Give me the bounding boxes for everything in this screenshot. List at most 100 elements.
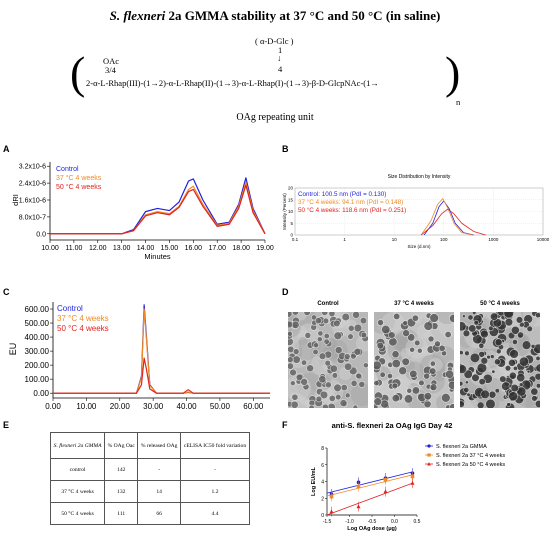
em-vesicle	[423, 400, 432, 408]
em-vesicle	[509, 349, 519, 359]
c-series-line	[53, 357, 270, 394]
branch-num1: 1	[278, 45, 283, 55]
f-ytick-label: 4	[321, 480, 324, 486]
em-vesicle	[438, 344, 446, 352]
em-vesicle	[327, 402, 336, 408]
em-vesicle	[406, 387, 413, 394]
c-xtick-label: 0.00	[45, 402, 61, 410]
em-vesicle	[323, 333, 330, 340]
b-ytick-label: 0	[290, 233, 293, 238]
em-vesicle	[304, 332, 312, 339]
a-xlabel: Minutes	[144, 252, 171, 261]
table-cell: 14	[137, 480, 181, 503]
oac-group: OAc	[103, 56, 120, 66]
table-cell: control	[49, 458, 106, 481]
em-vesicle	[490, 312, 499, 321]
em-vesicle	[300, 378, 308, 386]
em-vesicle	[374, 403, 379, 408]
em-texture-blob	[350, 383, 368, 407]
em-label-37: 37 °C 4 weeks	[394, 301, 434, 307]
em-vesicle	[333, 331, 343, 341]
em-vesicle	[462, 329, 471, 338]
c-ytick-label: 200.00	[25, 361, 50, 370]
em-vesicle	[377, 319, 384, 326]
a-ylabel: dRI	[11, 194, 20, 206]
b-series-line	[420, 198, 473, 236]
em-vesicle	[441, 393, 451, 403]
em-vesicle	[391, 382, 399, 390]
em-vesicle	[445, 369, 454, 379]
em-vesicle	[521, 340, 532, 350]
oac-position: 3/4	[105, 65, 116, 75]
em-vesicle	[460, 400, 465, 408]
f-legend-marker	[427, 453, 431, 457]
em-vesicle	[467, 314, 474, 321]
em-vesicle	[352, 404, 359, 408]
em-vesicle	[478, 342, 485, 349]
em-vesicle	[355, 372, 362, 380]
c-legend-entry: 50 °C 4 weeks	[57, 324, 109, 333]
em-vesicle	[494, 388, 500, 394]
f-legend-entry: S. flexneri 2a 37 °C 4 weeks	[436, 453, 505, 459]
f-point	[329, 494, 334, 499]
c-ytick-label: 100.00	[25, 375, 50, 384]
table-cell: -	[137, 458, 181, 481]
b-legend-entry: 50 °C 4 weeks: 118.6 nm (PdI = 0.251)	[298, 206, 406, 214]
table-cell: 50 °C 4 weeks	[49, 502, 106, 525]
em-vesicle	[508, 371, 517, 380]
em-vesicle	[480, 389, 490, 399]
em-vesicle	[463, 369, 473, 379]
em-vesicle	[353, 347, 362, 356]
b-xlabel: Size (d.nm)	[407, 244, 431, 249]
em-vesicle	[504, 318, 514, 327]
em-vesicle	[429, 360, 436, 367]
f-ytick-label: 0	[321, 513, 324, 519]
em-vesicle	[386, 373, 393, 379]
f-ylabel: Log EU/mL	[311, 466, 317, 496]
em-vesicle	[401, 357, 410, 366]
em-vesicle	[508, 391, 519, 402]
c-xtick-label: 20.00	[110, 402, 131, 410]
em-vesicle	[333, 319, 341, 328]
em-vesicle	[288, 312, 293, 318]
c-ytick-label: 0.00	[33, 389, 49, 398]
em-vesicle	[473, 319, 479, 326]
c-xtick-label: 50.00	[210, 402, 231, 410]
em-vesicle	[314, 317, 322, 325]
em-vesicle	[339, 399, 348, 407]
em-vesicle	[472, 312, 477, 315]
f-ytick-label: 8	[321, 446, 324, 452]
panel-a-chart: 3.2x10-6 2.4x10-6 1.6x10-6 8.0x10-7 0.0 10.00…	[11, 162, 274, 261]
table-cell: 132	[104, 480, 139, 503]
b-xtick-label: 10	[392, 237, 398, 242]
em-vesicle	[444, 331, 452, 339]
f-fit-line	[326, 474, 413, 497]
branch-arrow: ↓	[277, 53, 282, 63]
em-vesicle	[530, 344, 536, 349]
f-xlabel: Log OAg dose (μg)	[347, 526, 397, 532]
em-vesicle	[460, 381, 464, 387]
table-header: % released OAg	[137, 432, 181, 459]
panel-a-label: A	[3, 144, 10, 154]
figure-title: S. flexneri 2a GMMA stability at 37 °C a…	[0, 8, 550, 24]
em-vesicle	[291, 393, 299, 401]
title-species: S. flexneri	[109, 8, 166, 23]
a-xtick-label: 13.00	[113, 245, 131, 252]
em-vesicle	[488, 390, 497, 399]
table-header-row: S. flexneri 2a GMMA % OAg Oac % released…	[49, 432, 250, 459]
f-xtick-label: 0.0	[391, 519, 398, 525]
em-vesicle	[508, 358, 516, 367]
a-series-line	[50, 184, 266, 235]
f-legend-entry: S. flexneri 2a GMMA	[436, 444, 487, 450]
f-xtick-label: -0.5	[368, 519, 377, 525]
em-vesicle	[531, 395, 538, 402]
b-xtick-label: 0.1	[292, 237, 299, 242]
table-header: S. flexneri 2a GMMA	[49, 432, 106, 459]
b-ytick-label: 20	[288, 186, 294, 191]
b-xtick-label: 1000	[488, 237, 499, 242]
em-vesicle	[292, 355, 301, 364]
em-vesicle	[449, 403, 454, 408]
em-label-50: 50 °C 4 weeks	[480, 301, 520, 307]
em-vesicle	[526, 369, 531, 374]
em-vesicle	[308, 404, 315, 408]
